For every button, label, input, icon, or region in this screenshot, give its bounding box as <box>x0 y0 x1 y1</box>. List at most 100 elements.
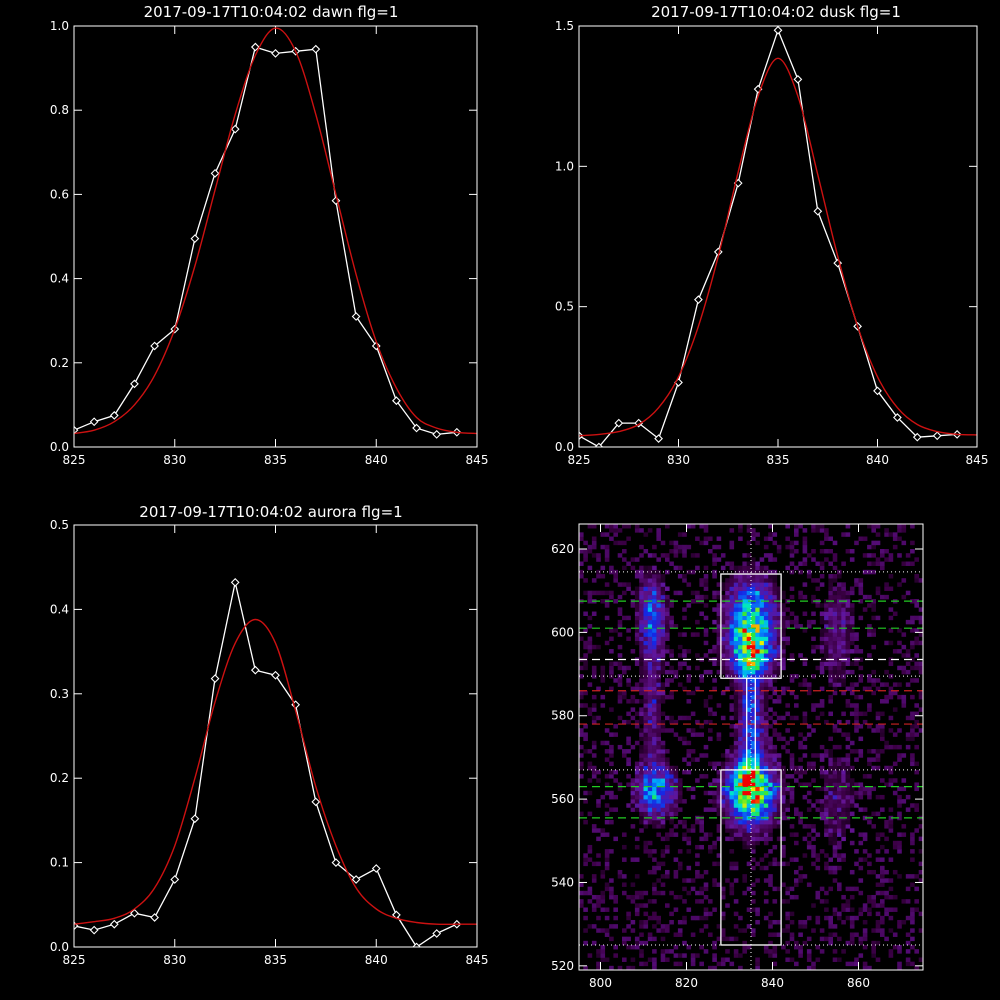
heatmap-cell <box>729 786 735 792</box>
heatmap-cell <box>832 865 838 871</box>
heatmap-cell <box>888 574 894 579</box>
heatmap-cell <box>828 932 833 937</box>
heatmap-cell <box>789 894 795 900</box>
x-tick-label: 840 <box>761 976 784 990</box>
heatmap-cell <box>652 761 657 767</box>
heatmap-cell <box>841 665 846 671</box>
y-tick-label: 0.4 <box>50 272 69 286</box>
heatmap-cell <box>677 532 683 537</box>
heatmap-cell <box>682 653 687 658</box>
heatmap-cell <box>656 782 661 787</box>
heatmap-cell <box>712 782 717 787</box>
x-tick-label: 825 <box>63 953 86 967</box>
heatmap-cell <box>789 932 795 937</box>
heatmap-cell <box>789 957 795 962</box>
heatmap-cell <box>768 953 773 958</box>
heatmap-cell <box>862 553 868 558</box>
heatmap-cell <box>867 628 872 633</box>
heatmap-cell <box>591 774 597 779</box>
heatmap-cell <box>772 632 778 637</box>
heatmap-cell <box>768 815 773 821</box>
heatmap-cell <box>656 715 661 721</box>
plot-frame <box>578 523 924 971</box>
heatmap-cell <box>738 790 743 796</box>
heatmap-cell <box>720 624 726 629</box>
heatmap-cell <box>677 574 683 579</box>
heatmap-cell <box>845 782 851 787</box>
heatmap-cell <box>630 694 636 700</box>
heatmap-cell <box>897 757 902 762</box>
heatmap-cell <box>647 674 653 679</box>
heatmap-cell <box>794 832 799 837</box>
heatmap-cell <box>579 903 584 908</box>
data-point <box>912 432 922 442</box>
heatmap-cell <box>591 578 597 583</box>
heatmap-cell <box>604 865 610 871</box>
heatmap-cell <box>819 757 825 762</box>
heatmap-cell <box>884 594 889 600</box>
heatmap-cell <box>712 940 717 946</box>
heatmap-cell <box>897 961 902 967</box>
heatmap-cell <box>828 619 833 625</box>
heatmap-cell <box>669 615 674 621</box>
heatmap-cell <box>776 649 782 654</box>
heatmap-cell <box>798 740 803 746</box>
heatmap-cell <box>819 699 825 704</box>
heatmap-cell <box>596 953 601 958</box>
heatmap-cell <box>789 799 795 804</box>
heatmap-cell <box>819 644 825 650</box>
heatmap-cell <box>910 724 915 729</box>
heatmap-cell <box>910 944 915 950</box>
heatmap-cell <box>755 828 760 833</box>
heatmap-cell <box>583 540 588 546</box>
heatmap-cell <box>626 699 631 704</box>
data-point <box>694 295 703 305</box>
heatmap-cell <box>755 957 760 962</box>
heatmap-cell <box>626 561 631 566</box>
heatmap-cell <box>763 640 769 646</box>
heatmap-cell <box>776 611 782 616</box>
heatmap-cell <box>837 886 842 892</box>
heatmap-cell <box>665 649 670 654</box>
heatmap-cell <box>746 678 752 683</box>
heatmap-cell <box>755 678 760 683</box>
heatmap-cell <box>686 674 692 679</box>
heatmap-cell <box>703 886 709 892</box>
heatmap-cell <box>708 707 713 712</box>
heatmap-cell <box>742 690 747 696</box>
heatmap-cell <box>901 919 907 925</box>
fit-curve <box>74 618 477 926</box>
heatmap-cell <box>751 932 756 937</box>
heatmap-cell <box>884 528 889 533</box>
heatmap-cell <box>622 936 627 942</box>
heatmap-cell <box>643 624 649 629</box>
heatmap-cell <box>794 624 799 629</box>
heatmap-cell <box>742 628 747 633</box>
heatmap-cell <box>695 853 700 858</box>
heatmap-cell <box>643 761 649 767</box>
heatmap-cell <box>772 678 778 683</box>
heatmap-cell <box>759 607 765 612</box>
heatmap-cell <box>746 586 752 591</box>
heatmap-cell <box>751 611 756 616</box>
heatmap-cell <box>708 782 713 787</box>
heatmap-cell <box>755 911 760 917</box>
heatmap-cell <box>703 949 709 954</box>
heatmap-cell <box>875 561 881 566</box>
heatmap-cell <box>871 628 876 633</box>
heatmap-cell <box>841 607 846 612</box>
heatmap-cell <box>622 719 627 725</box>
heatmap-cell <box>841 765 846 771</box>
heatmap-cell <box>794 894 799 900</box>
heatmap-cell <box>643 699 649 704</box>
heatmap-cell <box>738 536 743 541</box>
heatmap-cell <box>841 611 846 616</box>
heatmap-cell <box>712 944 717 950</box>
heatmap-cell <box>828 653 833 658</box>
heatmap-cell <box>867 774 872 779</box>
heatmap-cell <box>768 607 773 612</box>
heatmap-cell <box>660 861 666 867</box>
heatmap-cell <box>712 686 717 692</box>
heatmap-cell <box>583 640 588 646</box>
heatmap-cell <box>746 603 752 608</box>
